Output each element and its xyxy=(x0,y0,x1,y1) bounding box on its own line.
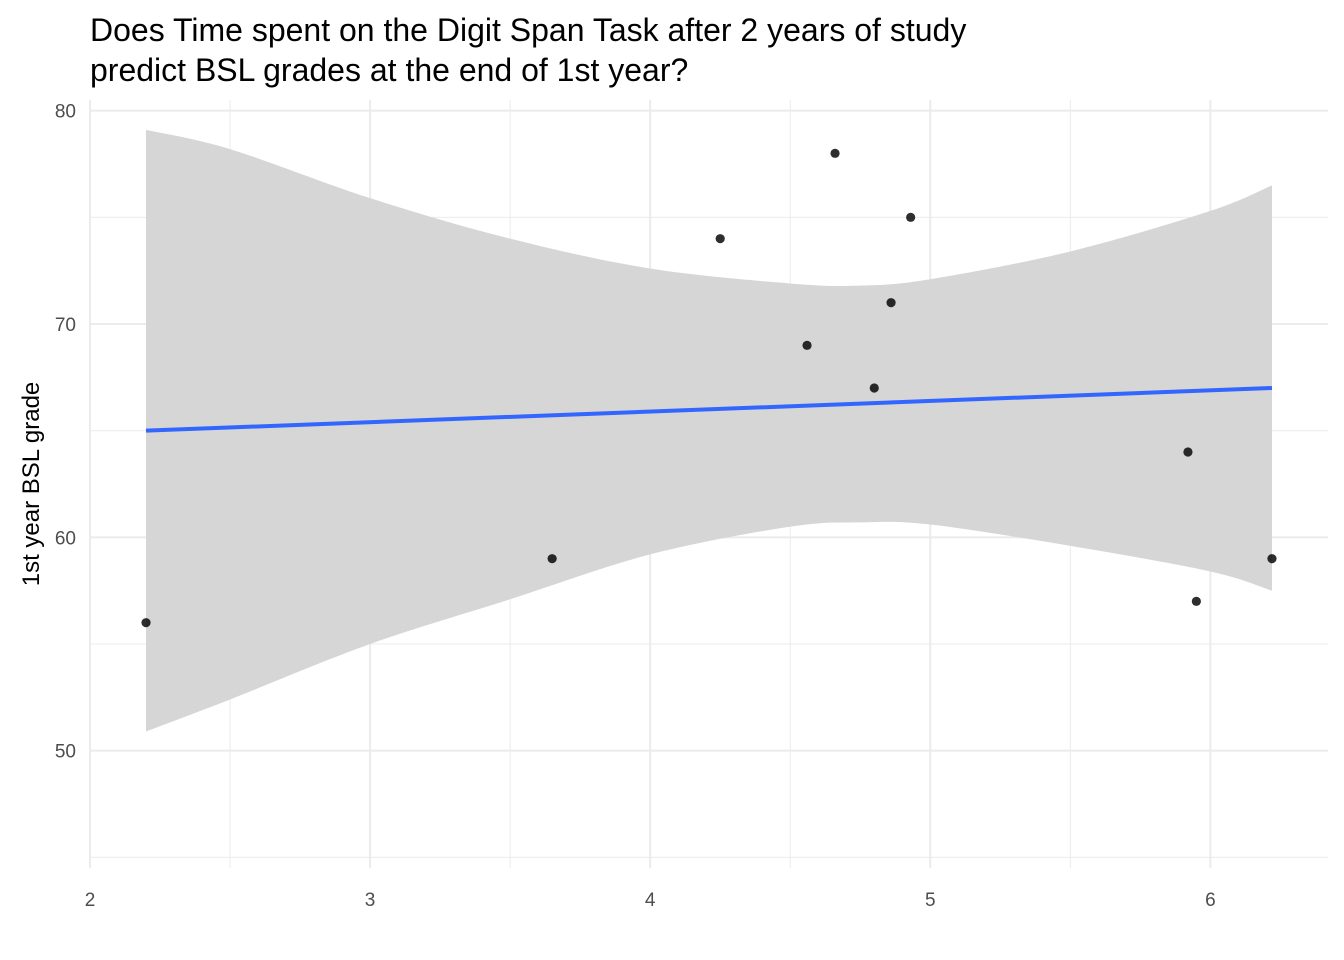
data-point-8 xyxy=(1183,447,1193,457)
y-axis-tick-labels: 50 60 70 80 xyxy=(55,102,76,763)
x-tick-label-0: 2 xyxy=(85,890,96,911)
data-point-0 xyxy=(141,618,151,628)
data-point-2 xyxy=(715,234,725,244)
data-point-7 xyxy=(906,212,916,222)
regression-line xyxy=(145,386,1273,433)
data-point-9 xyxy=(1191,596,1201,606)
data-point-3 xyxy=(802,340,812,350)
data-point-4 xyxy=(830,148,840,158)
chart-title-line-2: predict BSL grades at the end of 1st yea… xyxy=(90,52,688,88)
data-point-1 xyxy=(547,554,557,564)
chart-title-line-1: Does Time spent on the Digit Span Task a… xyxy=(90,12,966,48)
data-points xyxy=(141,148,1277,628)
y-axis-title: 1st year BSL grade xyxy=(18,382,45,587)
x-tick-label-3: 5 xyxy=(925,890,936,911)
x-tick-label-2: 4 xyxy=(645,890,656,911)
confidence-band xyxy=(146,129,1272,732)
x-axis-tick-labels: 2 3 4 5 6 xyxy=(85,890,1216,911)
x-tick-label-1: 3 xyxy=(365,890,376,911)
data-point-5 xyxy=(869,383,879,393)
y-tick-label-0: 50 xyxy=(55,742,76,763)
x-tick-label-4: 6 xyxy=(1205,890,1216,911)
y-tick-label-2: 70 xyxy=(55,315,76,336)
data-point-10 xyxy=(1267,554,1277,564)
y-tick-label-3: 80 xyxy=(55,102,76,123)
y-tick-label-1: 60 xyxy=(55,528,76,549)
data-point-6 xyxy=(886,298,896,308)
